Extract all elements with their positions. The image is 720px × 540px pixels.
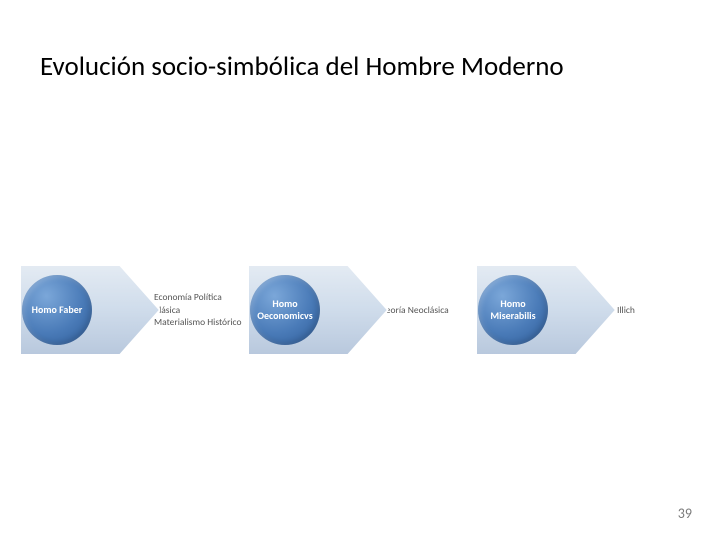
page-number: 39: [678, 505, 692, 522]
stage-2-circle: Homo Oeconomicvs: [250, 275, 320, 345]
stage-2: Homo Oeconomicvs Teoría Neoclásica: [248, 255, 476, 365]
stage-2-annotation: Teoría Neoclásica: [382, 304, 472, 316]
stage-3-annotation: I. Illich: [610, 304, 700, 316]
stage-1: Homo Faber Economía Política ClásicaMate…: [20, 255, 248, 365]
stage-3: Homo Miserabilis I. Illich: [476, 255, 704, 365]
stage-2-label: Homo Oeconomicvs: [254, 298, 316, 322]
stage-3-label: Homo Miserabilis: [482, 298, 544, 322]
page-title: Evolución socio-simbólica del Hombre Mod…: [40, 50, 680, 83]
stage-1-circle: Homo Faber: [22, 275, 92, 345]
evolution-flow: Homo Faber Economía Política ClásicaMate…: [20, 255, 700, 365]
arrow-3: Homo Miserabilis: [476, 255, 616, 365]
stage-3-circle: Homo Miserabilis: [478, 275, 548, 345]
arrow-1: Homo Faber: [20, 255, 160, 365]
stage-1-label: Homo Faber: [32, 304, 83, 316]
arrow-2: Homo Oeconomicvs: [248, 255, 388, 365]
stage-1-annotation: Economía Política ClásicaMaterialismo Hi…: [154, 291, 244, 328]
